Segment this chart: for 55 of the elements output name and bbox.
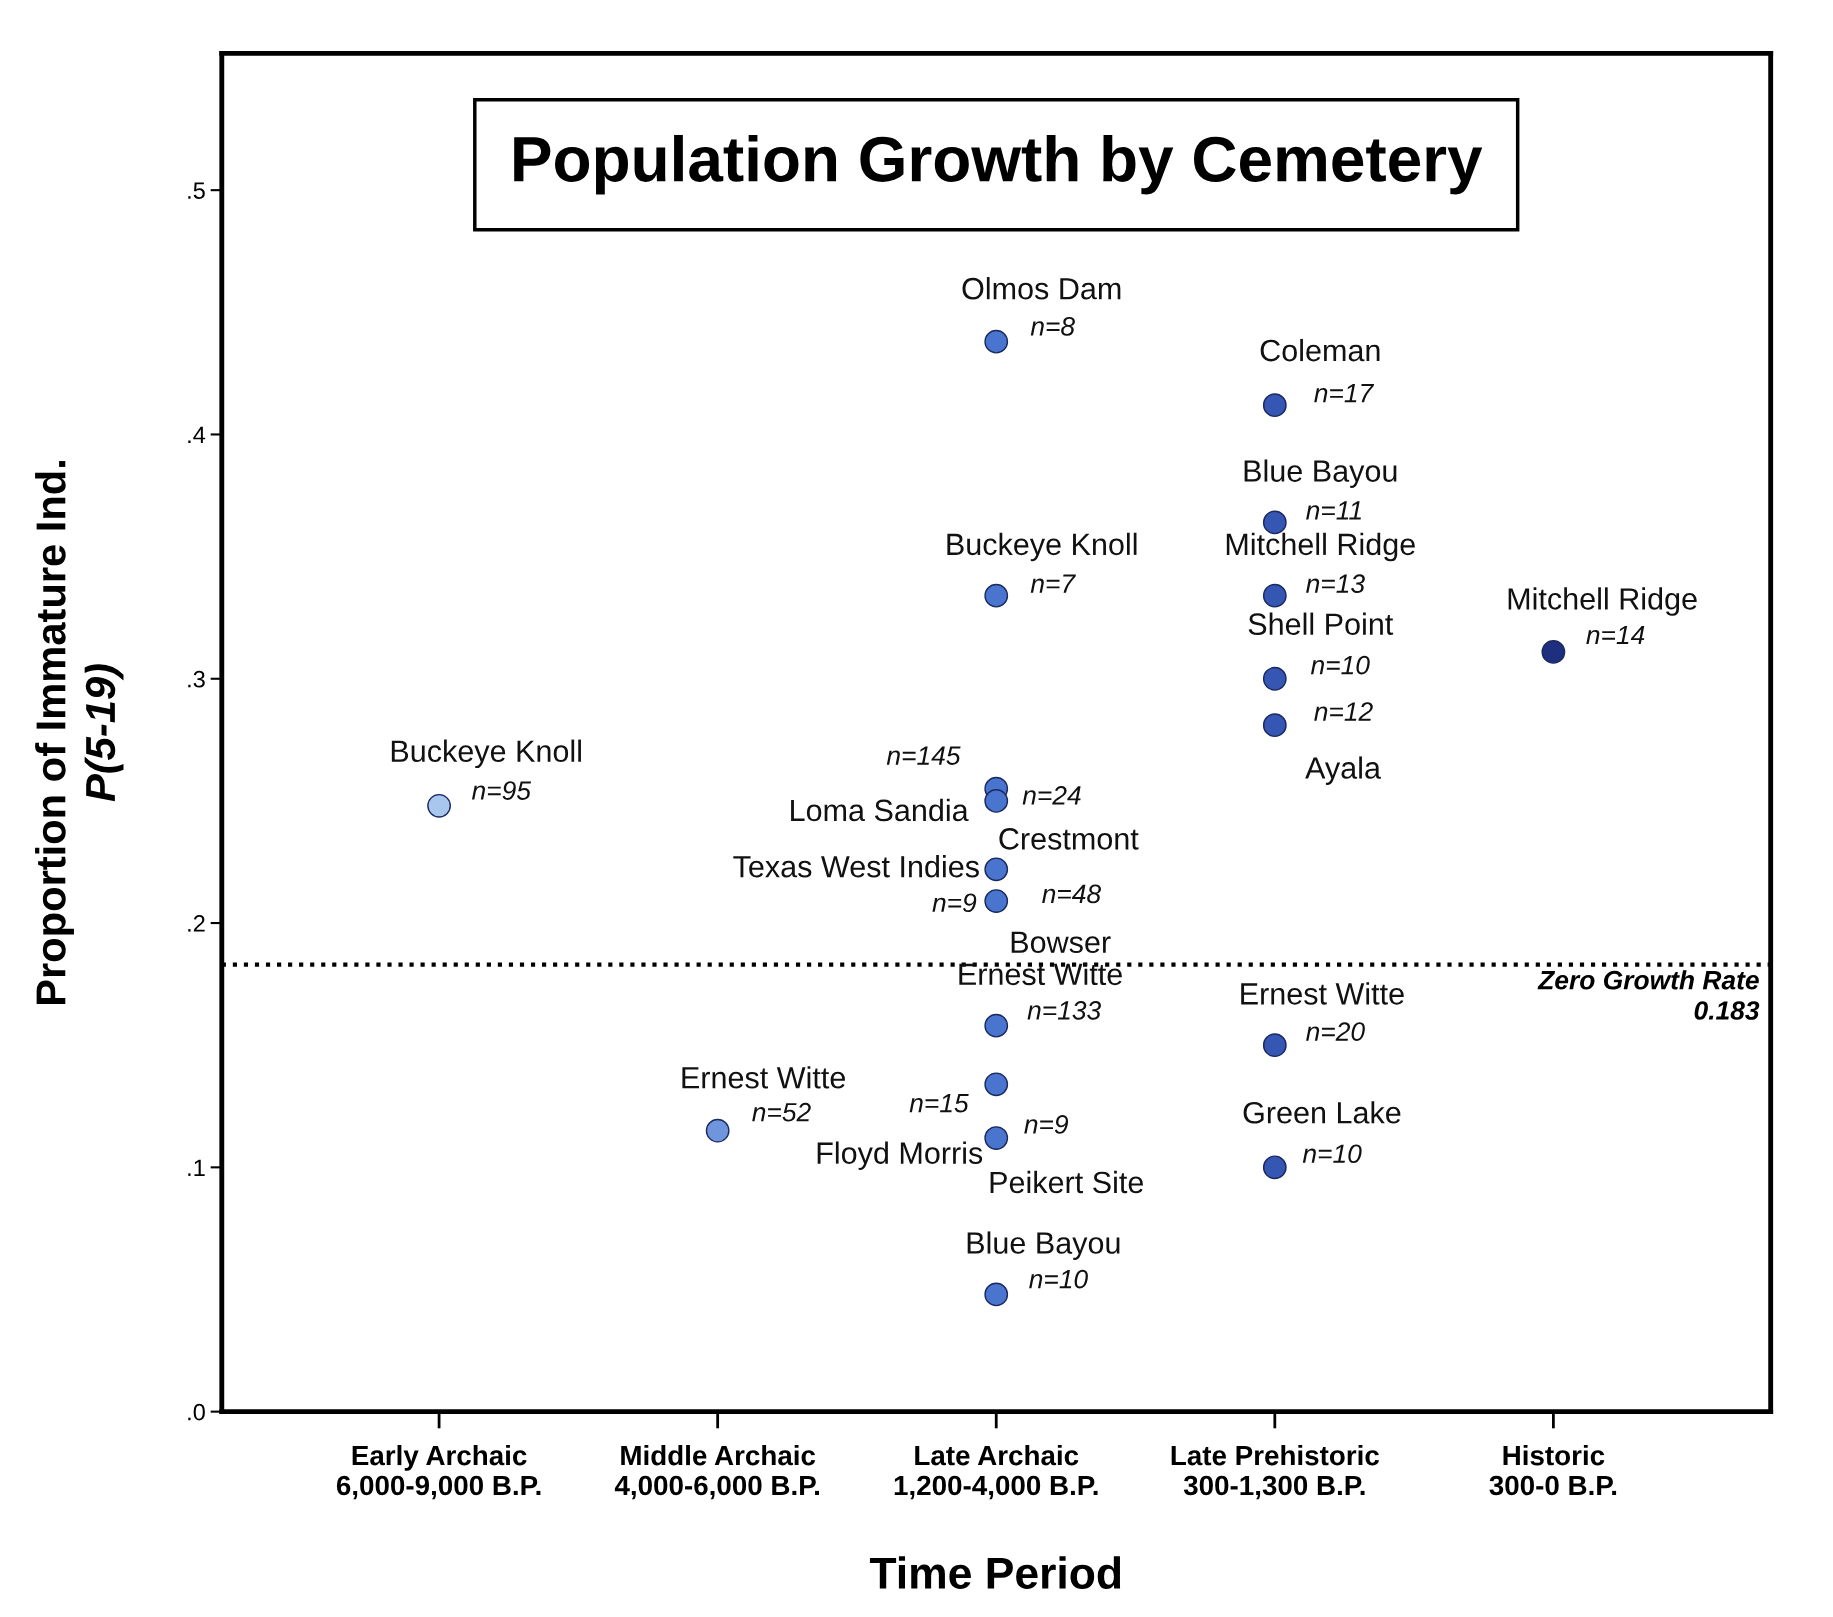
annotation: Texas West Indies — [733, 855, 979, 878]
annotation: Loma Sandia — [791, 798, 969, 822]
annotation: n=9 — [932, 893, 977, 913]
y-tick-label: .4 — [188, 426, 206, 444]
x-tick-label: Middle Archaic 4,000-6,000 B.P. — [614, 1444, 819, 1500]
annotation: Shell Point — [1248, 612, 1394, 635]
annotation: Blue Bayou — [1244, 459, 1397, 488]
annotation: n=48 — [1042, 884, 1101, 904]
annotation: n=10 — [1029, 1269, 1088, 1289]
y-tick-label: .5 — [188, 182, 205, 199]
annotation: n=15 — [909, 1094, 969, 1113]
x-axis-title: Time Period — [869, 1556, 1121, 1589]
annotation: Green Lake — [1243, 1101, 1401, 1124]
annotation: n=9 — [1024, 1115, 1069, 1134]
annotation: Bowser — [1011, 931, 1111, 954]
annotation: n=7 — [1030, 574, 1076, 593]
annotation: n=11 — [1306, 501, 1361, 520]
annotation: Buckeye Knoll — [391, 739, 581, 769]
annotation: Olmos Dam — [962, 277, 1121, 300]
annotation: n=24 — [1022, 786, 1081, 805]
annotation: n=145 — [886, 746, 961, 765]
x-tick-label: Historic 300-0 B.P. — [1489, 1444, 1617, 1496]
annotation: n=10 — [1302, 1144, 1362, 1164]
x-tick-label: Early Archaic 6,000-9,000 B.P. — [336, 1444, 541, 1500]
annotation: Floyd Morris — [817, 1141, 983, 1170]
annotation: Mitchell Ridge — [1508, 587, 1697, 616]
annotation: Ernest Witte — [1241, 982, 1404, 1005]
y-tick-label: .0 — [188, 1403, 205, 1421]
annotation: n=133 — [1027, 1001, 1101, 1020]
y-axis-title: Proportion of Immature Ind. P(5-19) — [35, 461, 124, 1004]
annotation: n=12 — [1314, 702, 1373, 721]
annotation: Ernest Witte — [682, 1066, 845, 1089]
annotation: Ayala — [1305, 756, 1381, 785]
annotation: Crestmont — [999, 828, 1139, 850]
annotation: n=14 — [1586, 625, 1645, 645]
annotation: n=13 — [1306, 574, 1365, 594]
annotation: n=10 — [1310, 655, 1370, 675]
annotation: n=52 — [752, 1102, 811, 1122]
y-tick-label: .3 — [188, 670, 205, 688]
y-tick-label: .2 — [188, 915, 205, 932]
annotation: n=8 — [1030, 317, 1075, 336]
annotation: Blue Bayou — [967, 1231, 1120, 1260]
annotation: n=95 — [471, 781, 532, 800]
y-tick-label: .1 — [188, 1159, 205, 1176]
ref-line-label: Zero Growth Rate 0.183 — [1537, 970, 1760, 1020]
annotation: n=17 — [1314, 384, 1375, 403]
annotation: Coleman — [1260, 338, 1380, 362]
annotation: Ernest Witte — [959, 962, 1122, 986]
text: Population Growth by Cemetery — [514, 134, 1483, 195]
annotation: Buckeye Knoll — [947, 532, 1137, 562]
annotation: Mitchell Ridge — [1226, 532, 1415, 562]
x-tick-label: Late Prehistoric 300-1,300 B.P. — [1171, 1444, 1379, 1500]
annotation: n=20 — [1306, 1022, 1365, 1041]
x-tick-label: Late Archaic 1,200-4,000 B.P. — [894, 1444, 1098, 1500]
annotation: Peikert Site — [990, 1170, 1143, 1194]
